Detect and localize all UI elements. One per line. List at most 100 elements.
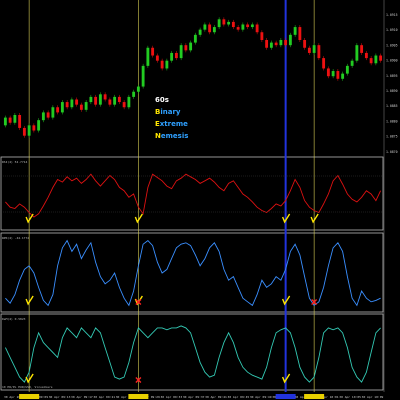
time-axis-label: 30 Apr 09:21 — [93, 395, 115, 399]
candle — [250, 24, 254, 28]
candle — [117, 96, 121, 103]
candle — [279, 40, 283, 46]
wpr-line — [5, 239, 381, 307]
candle — [174, 52, 178, 59]
candle — [8, 117, 12, 123]
candle — [312, 45, 316, 53]
candle — [127, 96, 131, 108]
candle — [113, 96, 117, 105]
cross-signal-icon — [311, 299, 318, 305]
panel-label-rsi: RSI(4) 52.7714 — [2, 160, 28, 164]
time-axis-label: 30 Apr 10:05 — [339, 395, 361, 399]
price-axis-label: 1.0875 — [386, 135, 398, 139]
dem-line — [4, 325, 381, 383]
price-axis-label: 1.0905 — [386, 43, 398, 47]
candle — [3, 117, 7, 126]
candle — [103, 94, 107, 100]
candle — [355, 45, 359, 61]
candle — [203, 24, 207, 30]
panel-frame-1 — [0, 156, 384, 231]
candle — [193, 34, 197, 43]
candle — [255, 24, 259, 33]
candle — [307, 47, 311, 53]
price-axis-label: 1.0870 — [386, 150, 398, 154]
check-signal-icon — [25, 295, 34, 306]
check-signal-icon — [281, 373, 291, 384]
candle — [60, 102, 64, 113]
candle — [317, 45, 321, 59]
candle — [94, 96, 98, 105]
candle — [136, 86, 140, 92]
candle — [246, 24, 250, 28]
time-cursor-badge — [128, 394, 149, 399]
brand-word-nemesis: Nemesis — [155, 132, 189, 140]
candle — [303, 40, 307, 48]
candle — [32, 125, 36, 131]
time-axis-label: 30 Apr 09:25 — [116, 395, 138, 399]
time-cursor-badge — [275, 394, 296, 399]
candle — [364, 52, 368, 59]
candle — [151, 47, 155, 56]
candle — [146, 47, 150, 66]
time-axis-label: 30 Apr 09:17 — [71, 395, 93, 399]
check-signal-icon — [281, 295, 291, 306]
time-axis-label: 30 Apr 09:45 — [228, 395, 250, 399]
price-axis-label: 1.0880 — [386, 119, 398, 123]
time-axis-label: 30 Apr 10:01 — [317, 395, 339, 399]
panel-label-wpr: WPR(4) -44.1772 — [2, 236, 30, 240]
price-axis-label: 1.0890 — [386, 89, 398, 93]
cross-signal-icon — [135, 377, 142, 383]
candle — [326, 68, 330, 77]
candle — [198, 29, 202, 35]
candle — [141, 65, 145, 87]
candle — [56, 107, 60, 113]
candle — [132, 91, 136, 97]
time-axis-label: 30 Apr 09:37 — [183, 395, 205, 399]
candle — [37, 120, 41, 131]
candle — [350, 60, 354, 66]
candle — [222, 19, 226, 25]
candle — [288, 34, 292, 46]
candle — [369, 58, 373, 64]
candle — [65, 102, 69, 108]
candle — [46, 112, 50, 118]
candle — [236, 27, 240, 30]
time-axis-label: 30 Apr 09:33 — [160, 395, 182, 399]
time-axis-label: 30 Apr 2018 — [4, 395, 24, 399]
candle — [179, 45, 183, 59]
candle — [374, 55, 378, 64]
candle — [170, 52, 174, 61]
candle — [212, 27, 216, 33]
candle — [274, 42, 278, 46]
candle — [217, 19, 221, 28]
price-axis-label: 1.0885 — [386, 104, 398, 108]
candle — [379, 55, 383, 61]
time-cursor-badge — [19, 394, 40, 399]
candle — [41, 112, 45, 121]
candle — [155, 55, 159, 61]
candle — [98, 94, 102, 105]
panel-frame-3 — [0, 313, 384, 391]
candle — [336, 71, 340, 79]
candle — [322, 58, 326, 69]
check-signal-icon — [25, 213, 34, 224]
check-signal-icon — [281, 213, 291, 224]
panel-frame-2 — [0, 232, 384, 313]
time-axis-label: 30 Apr 09:41 — [205, 395, 227, 399]
rsi-line — [5, 173, 382, 218]
candle — [345, 65, 349, 74]
candle — [231, 21, 235, 28]
candle — [293, 27, 297, 35]
candle — [208, 24, 212, 33]
candle — [360, 45, 364, 53]
candle — [165, 60, 169, 69]
check-signal-icon — [25, 373, 34, 384]
candle — [18, 115, 22, 128]
time-axis-label: 30 Apr 09:29 — [138, 395, 160, 399]
time-cursor-badge — [304, 394, 325, 399]
candle — [284, 40, 288, 46]
candle — [241, 24, 245, 30]
candle — [79, 104, 83, 110]
